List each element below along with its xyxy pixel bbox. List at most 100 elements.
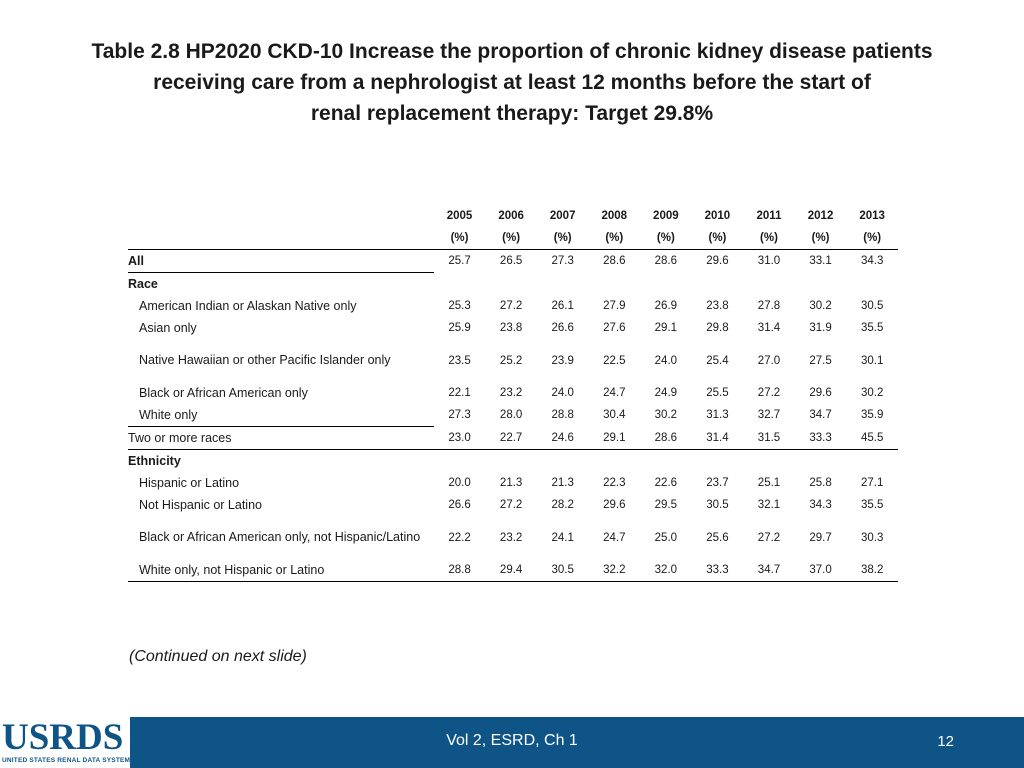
table-cell: 25.6 bbox=[706, 531, 729, 544]
table-cell: 34.7 bbox=[809, 409, 832, 422]
row-label: Black or African American only bbox=[139, 386, 308, 400]
header-unit: (%) bbox=[846, 227, 898, 250]
table-cell: 22.3 bbox=[603, 477, 626, 489]
table-body: All 25.7 26.5 27.3 28.6 28.6 29.6 31.0 33.1 34.3 R… bbox=[128, 249, 898, 582]
header-unit: (%) bbox=[743, 227, 795, 250]
table-cell: 31.4 bbox=[757, 322, 781, 334]
table-cell bbox=[640, 450, 692, 473]
table-cell: 25.8 bbox=[809, 477, 832, 489]
table-cell: 24.9 bbox=[654, 387, 678, 399]
header-year: 2005 bbox=[446, 210, 473, 222]
table-cell bbox=[846, 273, 898, 296]
table-cell: 23.0 bbox=[433, 426, 486, 450]
table-cell bbox=[537, 273, 589, 296]
table-cell: 30.2 bbox=[809, 300, 832, 312]
row-label: Two or more races bbox=[128, 426, 434, 450]
table-cell: 27.2 bbox=[499, 499, 523, 511]
header-unit: (%) bbox=[588, 227, 641, 250]
table-cell: 31.3 bbox=[706, 409, 729, 422]
table-cell: 27.9 bbox=[603, 300, 626, 312]
table-cell bbox=[434, 273, 486, 296]
table-cell: 33.3 bbox=[794, 426, 847, 450]
table-cell: 23.5 bbox=[448, 354, 471, 367]
row-label: All bbox=[128, 249, 434, 273]
row-label: American Indian or Alaskan Native only bbox=[139, 299, 357, 313]
table-cell: 34.3 bbox=[860, 255, 884, 268]
table-cell: 26.5 bbox=[499, 255, 523, 268]
row-label: Black or African American only, not Hisp… bbox=[139, 530, 421, 544]
table-cell: 28.8 bbox=[433, 559, 486, 582]
table-row: White only, not Hispanic or Latino 28.8 29… bbox=[128, 559, 898, 582]
slide-title: Table 2.8 HP2020 CKD-10 Increase the pro… bbox=[40, 36, 984, 129]
header-year: 2008 bbox=[601, 210, 628, 222]
table-row: Native Hawaiian or other Pacific Islande… bbox=[128, 339, 898, 382]
table-cell bbox=[743, 450, 795, 473]
usrds-logo: USRDS UNITED STATES RENAL DATA SYSTEM bbox=[0, 717, 130, 768]
table-cell: 32.7 bbox=[757, 409, 781, 422]
table-cell: 23.8 bbox=[706, 300, 729, 312]
table-cell: 29.1 bbox=[588, 426, 641, 450]
table-cell: 27.3 bbox=[551, 255, 574, 268]
header-unit: (%) bbox=[433, 227, 486, 250]
table-cell: 23.7 bbox=[706, 477, 729, 489]
table-cell: 27.2 bbox=[757, 387, 781, 399]
table-cell: 31.5 bbox=[743, 426, 795, 450]
table-cell: 32.2 bbox=[588, 559, 641, 582]
header-blank bbox=[128, 205, 434, 227]
table-row: White only 27.3 28.0 28.8 30.4 30.2 31.3 32.7 34… bbox=[128, 404, 898, 427]
title-line-2: receiving care from a nephrologist at le… bbox=[153, 71, 871, 94]
row-label: Hispanic or Latino bbox=[139, 476, 240, 490]
footer-section-label: Vol 2, ESRD, Ch 1 bbox=[446, 732, 578, 749]
table-cell: 22.1 bbox=[448, 387, 471, 399]
table-cell: 33.3 bbox=[691, 559, 744, 582]
logo-subtext: UNITED STATES RENAL DATA SYSTEM bbox=[2, 757, 131, 764]
table-cell: 24.7 bbox=[603, 531, 626, 544]
table-cell: 31.9 bbox=[809, 322, 832, 334]
table-row: American Indian or Alaskan Native only 25… bbox=[128, 295, 898, 317]
table-cell bbox=[743, 273, 795, 296]
table-cell bbox=[588, 273, 640, 296]
table-cell: 28.6 bbox=[654, 255, 678, 268]
table-cell: 23.9 bbox=[551, 354, 574, 367]
table-cell: 23.2 bbox=[499, 531, 523, 544]
header-year: 2007 bbox=[549, 210, 576, 222]
table-cell: 25.5 bbox=[706, 387, 729, 399]
header-unit: (%) bbox=[640, 227, 692, 250]
title-line-1: Table 2.8 HP2020 CKD-10 Increase the pro… bbox=[91, 40, 933, 63]
table-cell bbox=[485, 273, 537, 296]
row-label: White only bbox=[128, 404, 434, 427]
table-cell: 27.3 bbox=[448, 409, 471, 422]
logo-wordmark: USRDS bbox=[2, 717, 124, 758]
continued-note: (Continued on next slide) bbox=[129, 648, 307, 665]
table-row: Not Hispanic or Latino 26.6 27.2 28.2 29.6 29… bbox=[128, 494, 898, 516]
table-cell bbox=[537, 450, 589, 473]
table-cell: 25.3 bbox=[448, 300, 471, 312]
table-cell: 45.5 bbox=[846, 426, 898, 450]
table-cell: 24.0 bbox=[551, 387, 574, 399]
table-cell: 35.5 bbox=[860, 499, 884, 511]
table-cell: 23.2 bbox=[499, 387, 523, 399]
header-row-years: 2005 2006 2007 2008 2009 2010 2011 2012 … bbox=[128, 205, 898, 227]
table-cell bbox=[692, 273, 744, 296]
table-row: Hispanic or Latino 20.0 21.3 21.3 22.3 22.6 23… bbox=[128, 472, 898, 494]
table-cell: 30.3 bbox=[860, 531, 884, 544]
table-cell: 22.5 bbox=[603, 354, 626, 367]
row-label: Not Hispanic or Latino bbox=[139, 498, 262, 512]
table-cell: 28.6 bbox=[640, 426, 692, 450]
table-cell: 29.5 bbox=[654, 499, 678, 511]
table-cell: 31.4 bbox=[691, 426, 744, 450]
table-cell: 20.0 bbox=[448, 477, 471, 489]
section-heading: Ethnicity bbox=[128, 454, 181, 468]
table-cell: 25.7 bbox=[448, 255, 471, 268]
table-cell: 35.9 bbox=[860, 409, 884, 422]
table-cell: 29.4 bbox=[485, 559, 537, 582]
table-cell: 25.0 bbox=[654, 531, 678, 544]
table-cell: 29.6 bbox=[603, 499, 626, 511]
table-cell: 29.1 bbox=[654, 322, 678, 334]
table-cell: 21.3 bbox=[551, 477, 574, 489]
title-line-3: renal replacement therapy: Target 29.8% bbox=[310, 102, 714, 125]
table-cell: 30.2 bbox=[860, 387, 884, 399]
table-row: Two or more races 23.0 22.7 24.6 29.1 28.6 31.… bbox=[128, 426, 898, 450]
table-cell: 25.9 bbox=[448, 322, 471, 334]
table-cell: 27.5 bbox=[809, 354, 832, 367]
